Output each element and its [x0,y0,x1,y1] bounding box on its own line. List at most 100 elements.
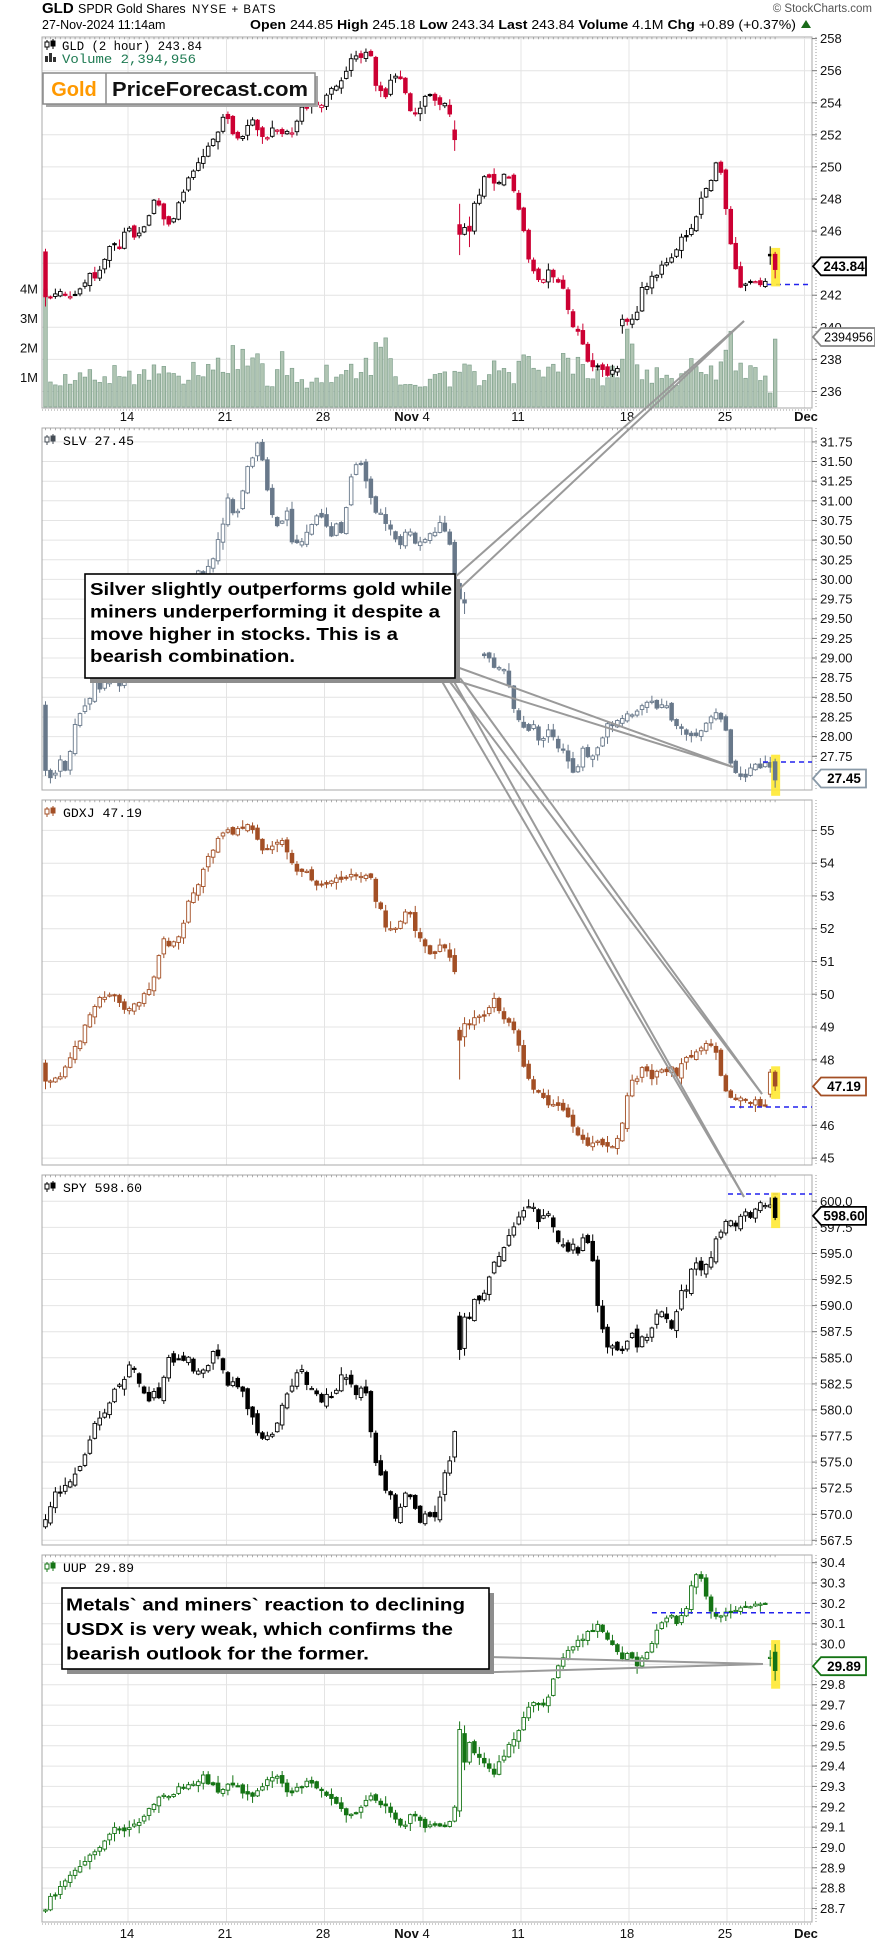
svg-text:miners underperforming it desp: miners underperforming it despite a [90,601,440,621]
svg-text:242: 242 [820,288,842,303]
svg-text:21: 21 [218,1926,232,1941]
svg-text:52: 52 [820,921,834,936]
svg-text:NYSE + BATS: NYSE + BATS [192,4,277,16]
svg-text:Volume 2,394,956: Volume 2,394,956 [62,52,196,67]
svg-text:47.19: 47.19 [827,1079,861,1094]
svg-text:14: 14 [120,1926,134,1941]
svg-text:49: 49 [820,1020,834,1035]
svg-text:30.25: 30.25 [820,552,853,567]
svg-text:PriceForecast.com: PriceForecast.com [112,79,308,101]
svg-text:29.25: 29.25 [820,631,853,646]
svg-text:29.50: 29.50 [820,611,853,626]
svg-text:29.2: 29.2 [820,1799,845,1814]
svg-text:28.25: 28.25 [820,710,853,725]
svg-text:SPY 598.60: SPY 598.60 [63,1181,142,1196]
svg-text:48: 48 [820,1052,834,1067]
svg-text:28.7: 28.7 [820,1901,845,1916]
svg-text:28: 28 [316,409,330,424]
svg-text:27.75: 27.75 [820,749,853,764]
svg-text:29.89: 29.89 [827,1659,861,1674]
svg-text:GDXJ 47.19: GDXJ 47.19 [63,806,142,821]
svg-text:587.5: 587.5 [820,1324,853,1339]
svg-text:GLD: GLD [42,0,74,17]
svg-text:31.00: 31.00 [820,493,853,508]
svg-text:GLD (2 hour) 243.84: GLD (2 hour) 243.84 [62,39,202,54]
svg-text:29.0: 29.0 [820,1840,845,1855]
svg-text:27-Nov-2024 11:14am: 27-Nov-2024 11:14am [42,18,165,32]
svg-text:585.0: 585.0 [820,1350,853,1365]
svg-text:move higher in stocks. This is: move higher in stocks. This is a [90,624,398,644]
svg-text:30.0: 30.0 [820,1637,845,1652]
svg-text:248: 248 [820,192,842,207]
svg-text:2M: 2M [20,341,38,356]
svg-text:28.50: 28.50 [820,690,853,705]
svg-text:Dec: Dec [794,409,818,424]
svg-text:595.0: 595.0 [820,1246,853,1261]
svg-text:575.0: 575.0 [820,1455,853,1470]
svg-text:Silver slightly outperforms go: Silver slightly outperforms gold while [90,579,452,599]
svg-text:53: 53 [820,888,834,903]
svg-text:572.5: 572.5 [820,1481,853,1496]
svg-text:4M: 4M [20,282,38,297]
svg-text:1M: 1M [20,370,38,385]
svg-text:582.5: 582.5 [820,1376,853,1391]
svg-text:SLV 27.45: SLV 27.45 [63,434,134,449]
svg-text:236: 236 [820,384,842,399]
svg-text:29.7: 29.7 [820,1698,845,1713]
svg-text:258: 258 [820,31,842,46]
svg-text:USDX is very weak, which confi: USDX is very weak, which confirms the [66,1619,453,1639]
svg-text:254: 254 [820,95,842,110]
svg-text:29.8: 29.8 [820,1677,845,1692]
svg-text:600.0: 600.0 [820,1194,853,1209]
svg-text:29.1: 29.1 [820,1820,845,1835]
svg-text:28.75: 28.75 [820,670,853,685]
svg-text:50: 50 [820,987,834,1002]
svg-text:18: 18 [620,409,634,424]
svg-text:31.50: 31.50 [820,454,853,469]
svg-text:590.0: 590.0 [820,1298,853,1313]
svg-text:45: 45 [820,1151,834,1166]
svg-text:31.75: 31.75 [820,434,853,449]
svg-text:Dec: Dec [794,1926,818,1941]
svg-text:246: 246 [820,224,842,239]
svg-text:11: 11 [511,409,525,424]
svg-text:567.5: 567.5 [820,1533,853,1548]
svg-text:30.50: 30.50 [820,533,853,548]
svg-text:21: 21 [218,409,232,424]
svg-text:31.25: 31.25 [820,474,853,489]
svg-text:598.60: 598.60 [823,1209,864,1224]
svg-text:252: 252 [820,127,842,142]
svg-text:Open 244.85 High 245.18 Low 24: Open 244.85 High 245.18 Low 243.34 Last … [250,18,796,32]
svg-text:29.5: 29.5 [820,1738,845,1753]
svg-text:Nov 4: Nov 4 [394,409,429,424]
svg-text:3M: 3M [20,311,38,326]
svg-text:29.00: 29.00 [820,651,853,666]
svg-text:243.84: 243.84 [823,259,865,274]
svg-text:29.75: 29.75 [820,592,853,607]
svg-text:bearish combination.: bearish combination. [90,646,295,666]
svg-text:28.9: 28.9 [820,1860,845,1875]
svg-text:Nov 4: Nov 4 [394,1926,429,1941]
svg-text:UUP 29.89: UUP 29.89 [63,1561,134,1576]
svg-text:570.0: 570.0 [820,1507,853,1522]
svg-text:bearish outlook for the former: bearish outlook for the former. [66,1643,369,1663]
svg-text:238: 238 [820,352,842,367]
svg-text:256: 256 [820,63,842,78]
svg-text:46: 46 [820,1118,834,1133]
svg-text:© StockCharts.com: © StockCharts.com [773,3,872,15]
svg-text:54: 54 [820,856,834,871]
svg-text:18: 18 [620,1926,634,1941]
svg-text:250: 250 [820,159,842,174]
svg-text:29.3: 29.3 [820,1779,845,1794]
svg-text:577.5: 577.5 [820,1429,853,1444]
svg-text:51: 51 [820,954,834,969]
svg-text:25: 25 [718,1926,732,1941]
svg-text:28: 28 [316,1926,330,1941]
svg-text:25: 25 [718,409,732,424]
svg-text:28.8: 28.8 [820,1881,845,1896]
svg-text:28.00: 28.00 [820,729,853,744]
svg-text:29.4: 29.4 [820,1759,845,1774]
svg-text:Gold: Gold [51,79,97,101]
svg-text:30.1: 30.1 [820,1616,845,1631]
svg-text:30.00: 30.00 [820,572,853,587]
